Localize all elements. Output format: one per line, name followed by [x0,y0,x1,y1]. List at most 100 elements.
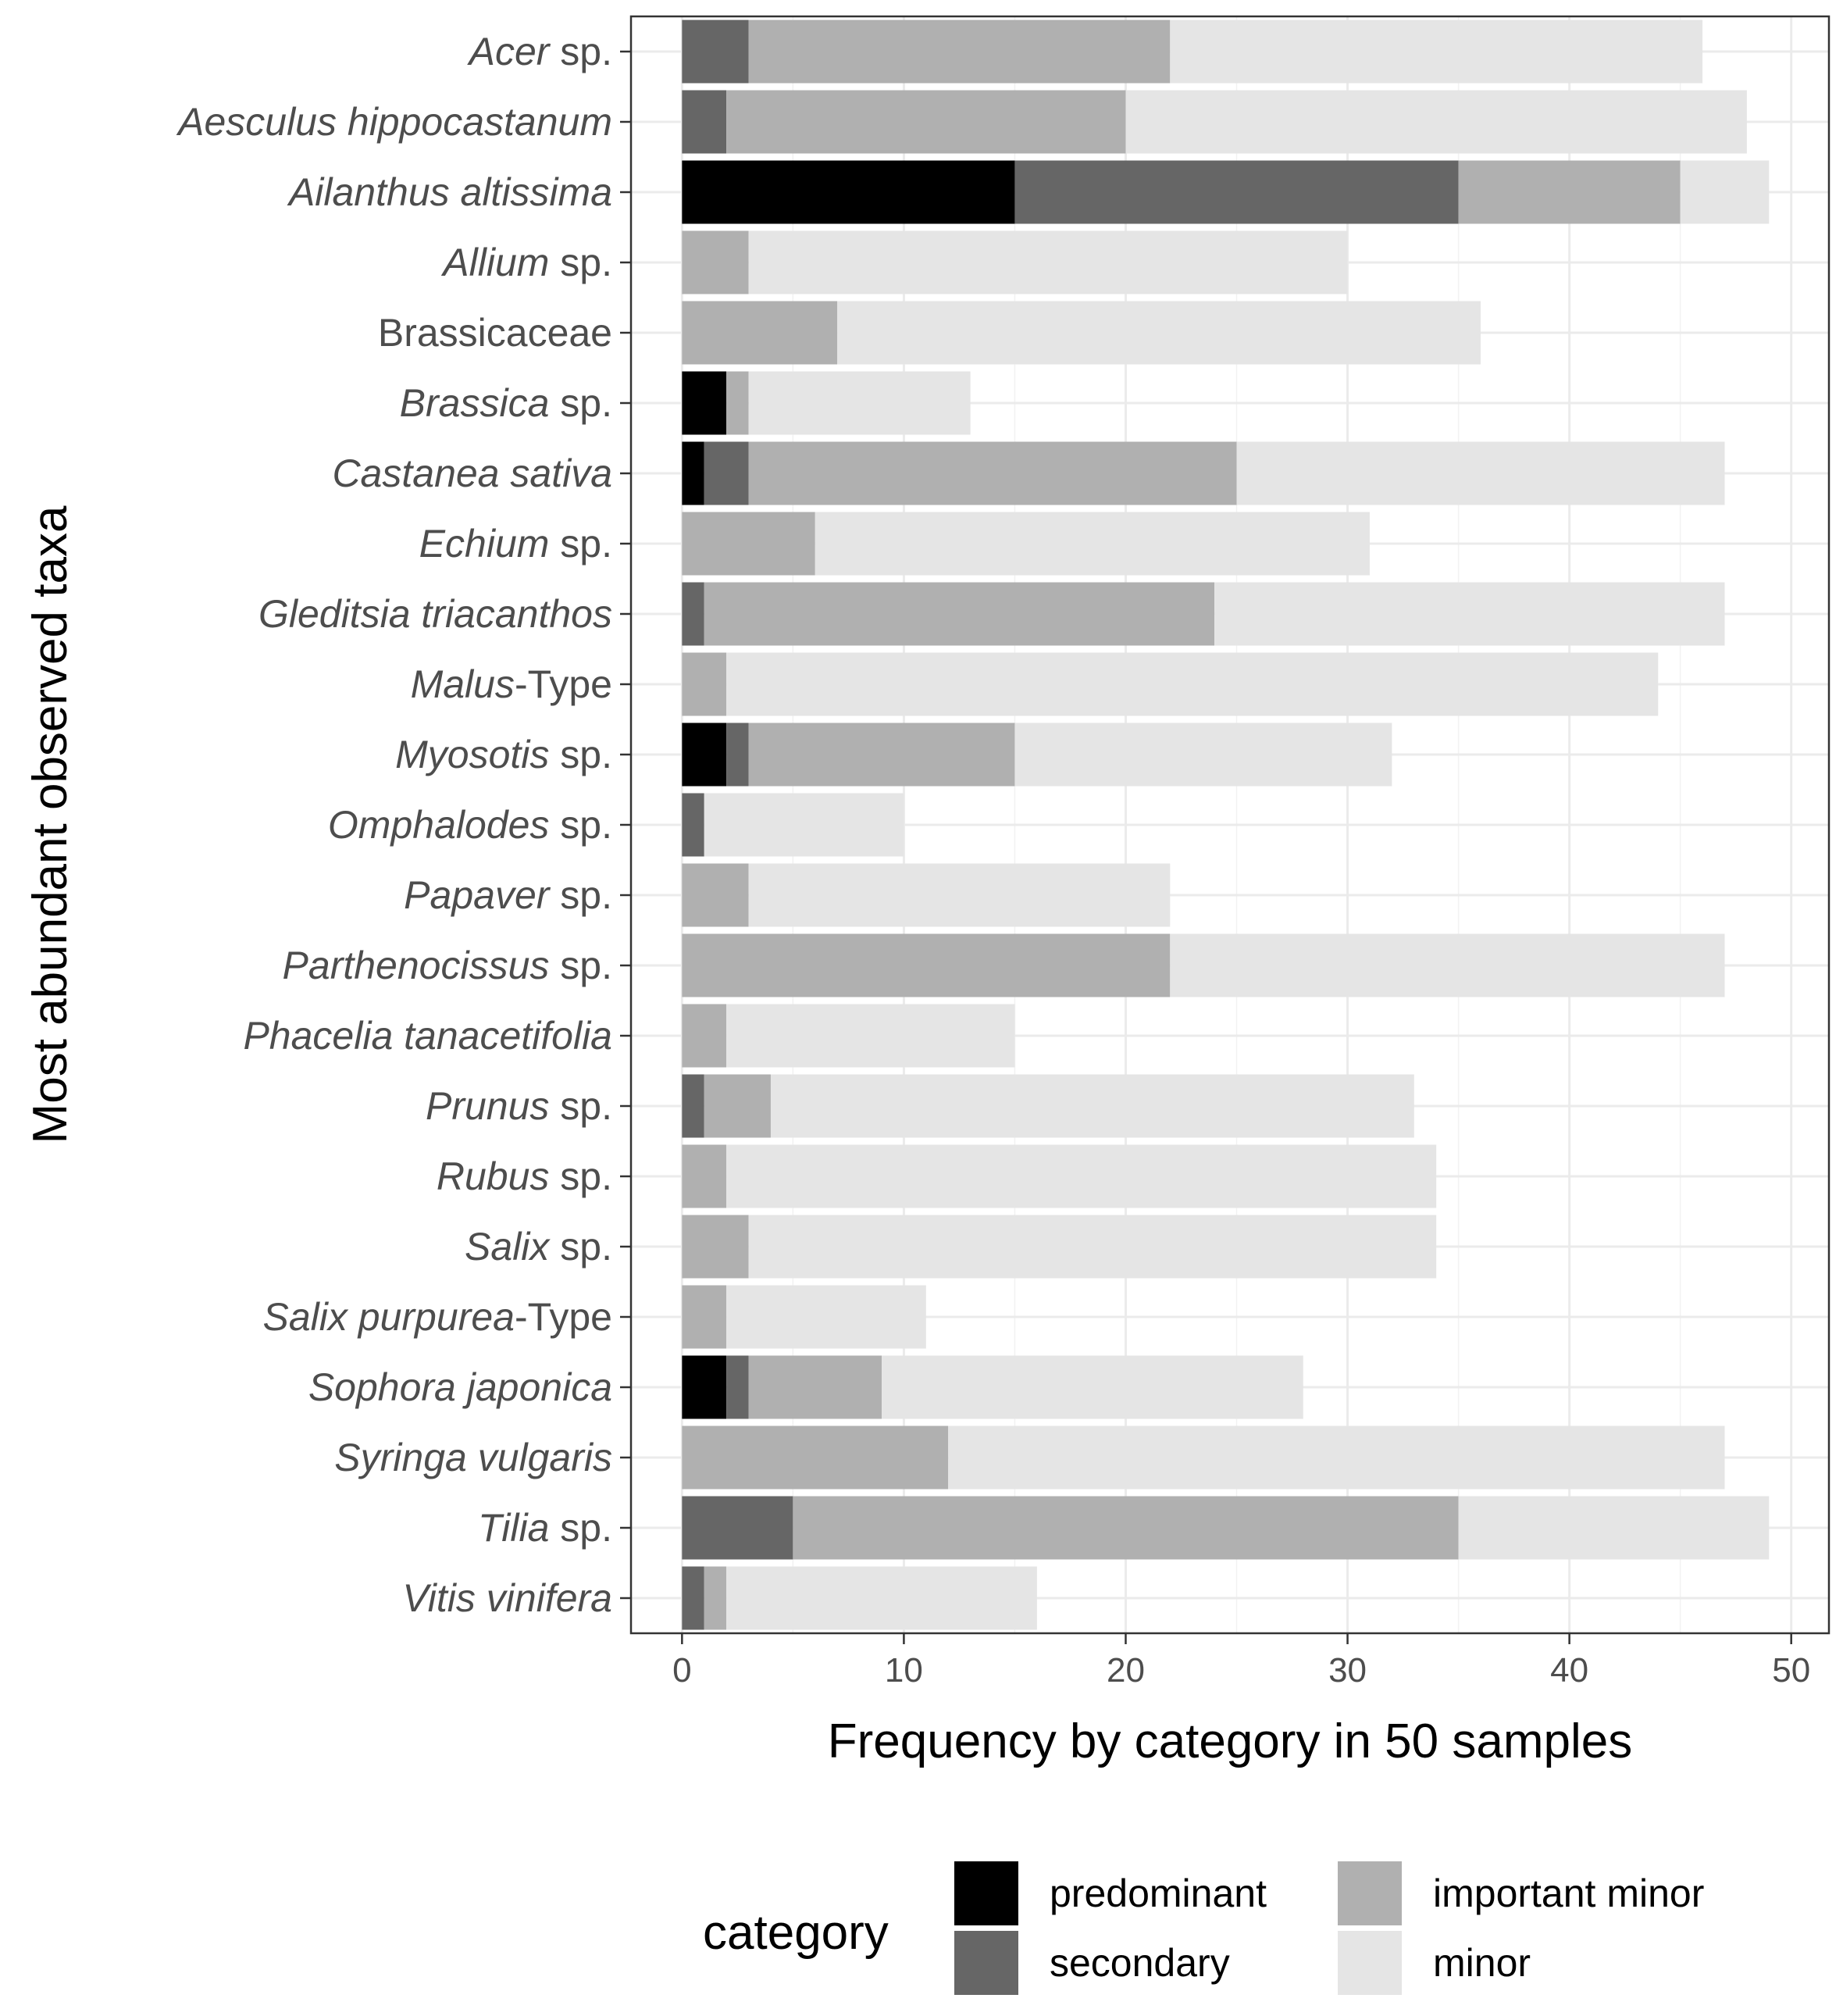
x-tick-label: 20 [1107,1651,1145,1690]
y-tick-label-part: sp. [549,241,612,284]
legend-label-secondary: secondary [1050,1941,1230,1985]
y-tick-label: Gleditsia triacanthos [258,592,612,636]
bar-segment-minor [1170,933,1725,997]
bar-segment-important-minor [682,863,749,927]
y-tick-label-part: Allium [440,241,549,284]
bar-segment-important-minor [682,230,749,294]
y-tick-label-part: Brassica [400,381,550,425]
bars [682,20,1770,1630]
y-tick-label: Castanea sativa [332,451,612,495]
bar-segment-important-minor [682,1425,949,1490]
bar-segment-important-minor [748,723,1015,787]
y-tick-label: Acer sp. [467,30,612,73]
y-tick-label: Sophora japonica [308,1365,612,1409]
legend-label-minor: minor [1433,1941,1531,1985]
bar-segment-minor [1236,441,1725,505]
bar-segment-predominant [682,160,1015,224]
bar-segment-minor [748,230,1348,294]
y-tick-label: Brassica sp. [400,381,612,425]
bar-segment-secondary [682,793,704,857]
y-tick-label-part: Syringa vulgaris [334,1436,612,1479]
y-tick-label-part: sp. [549,803,612,847]
bar-segment-predominant [682,723,727,787]
bar-segment-important-minor [682,1144,727,1208]
y-tick-label-part: Prunus [426,1084,549,1128]
y-tick-label-part: Echium [419,522,550,566]
bar-segment-minor [815,512,1370,576]
bar-segment-minor [1680,160,1770,224]
y-axis-title: Most abundant observed taxa [23,505,77,1144]
bar-segment-important-minor [682,933,1171,997]
legend-title: category [703,1906,889,1960]
legend-key-minor [1338,1931,1402,1995]
y-tick-label-part: Acer [467,30,551,73]
x-tick-label: 30 [1328,1651,1367,1690]
legend-key-important-minor [1338,1861,1402,1925]
y-tick-label: Echium sp. [419,522,612,566]
bar-segment-important-minor [748,441,1237,505]
y-tick-label: Brassicaceae [378,311,612,355]
y-tick-label-part: -Type [515,1295,612,1339]
y-tick-label-part: Omphalodes [328,803,550,847]
y-tick-label-part: Aesculus hippocastanum [176,100,612,144]
y-tick-label: Phacelia tanacetifolia [243,1014,612,1058]
bar-segment-predominant [682,441,704,505]
bar-segment-minor [726,1285,926,1349]
y-tick-label: Tilia sp. [478,1506,612,1550]
y-tick-label-part: Parthenocissus [283,944,550,987]
y-tick-label: Omphalodes sp. [328,803,612,847]
bar-segment-important-minor [682,652,727,716]
y-tick-label-part: Salix [465,1225,551,1268]
bar-segment-minor [726,1144,1437,1208]
y-tick-label-part: sp. [549,1506,612,1550]
bar-segment-minor [1125,90,1747,154]
y-tick-label-part: Papaver [404,873,551,917]
bar-segment-secondary [726,723,749,787]
y-tick-label: Aesculus hippocastanum [176,100,612,144]
y-tick-label-part: Malus [411,662,515,706]
bar-segment-important-minor [682,1215,749,1279]
legend-label-important-minor: important minor [1433,1871,1704,1915]
bar-segment-important-minor [682,1004,727,1068]
bar-segment-minor [1170,20,1703,84]
y-tick-label-part: sp. [549,873,612,917]
y-tick-label-part: sp. [549,30,612,73]
y-tick-label: Prunus sp. [426,1084,612,1128]
y-tick-label-part: Ailanthus altissima [287,170,612,214]
y-tick-label-part: Sophora japonica [308,1365,612,1409]
bar-segment-minor [948,1425,1725,1490]
x-axis-title: Frequency by category in 50 samples [828,1714,1632,1768]
legend-key-predominant [954,1861,1018,1925]
bar-segment-important-minor [682,1285,727,1349]
y-tick-label: Rubus sp. [437,1154,612,1198]
x-tick-label: 50 [1772,1651,1810,1690]
bar-segment-predominant [682,371,727,435]
y-tick-label-part: Tilia [478,1506,549,1550]
x-tick-label: 10 [885,1651,923,1690]
legend: category predominant secondary important m… [703,1861,1704,1995]
y-tick-label-part: sp. [549,381,612,425]
bar-segment-secondary [682,1074,704,1138]
bar-segment-secondary [726,1355,749,1419]
y-tick-label: Parthenocissus sp. [283,944,612,987]
y-tick-label-part: sp. [549,1084,612,1128]
y-tick-label-part: Castanea sativa [332,451,612,495]
legend-key-secondary [954,1931,1018,1995]
y-tick-label: Malus-Type [411,662,612,706]
bar-segment-important-minor [726,371,749,435]
x-axis: 0 10 20 30 40 50 [672,1633,1810,1690]
bar-segment-minor [748,1215,1437,1279]
bar-segment-important-minor [682,301,838,365]
bar-segment-minor [837,301,1481,365]
y-tick-label-part: sp. [549,1154,612,1198]
bar-segment-important-minor [793,1496,1459,1560]
bar-segment-secondary [682,1496,793,1560]
bar-segment-minor [726,652,1659,716]
bar-segment-secondary [682,1566,704,1630]
bar-segment-minor [704,793,904,857]
bar-segment-minor [770,1074,1414,1138]
y-axis: Acer sp. Aesculus hippocastanum Ailanthus … [176,30,631,1620]
bar-segment-minor [726,1566,1037,1630]
x-tick-label: 40 [1550,1651,1588,1690]
